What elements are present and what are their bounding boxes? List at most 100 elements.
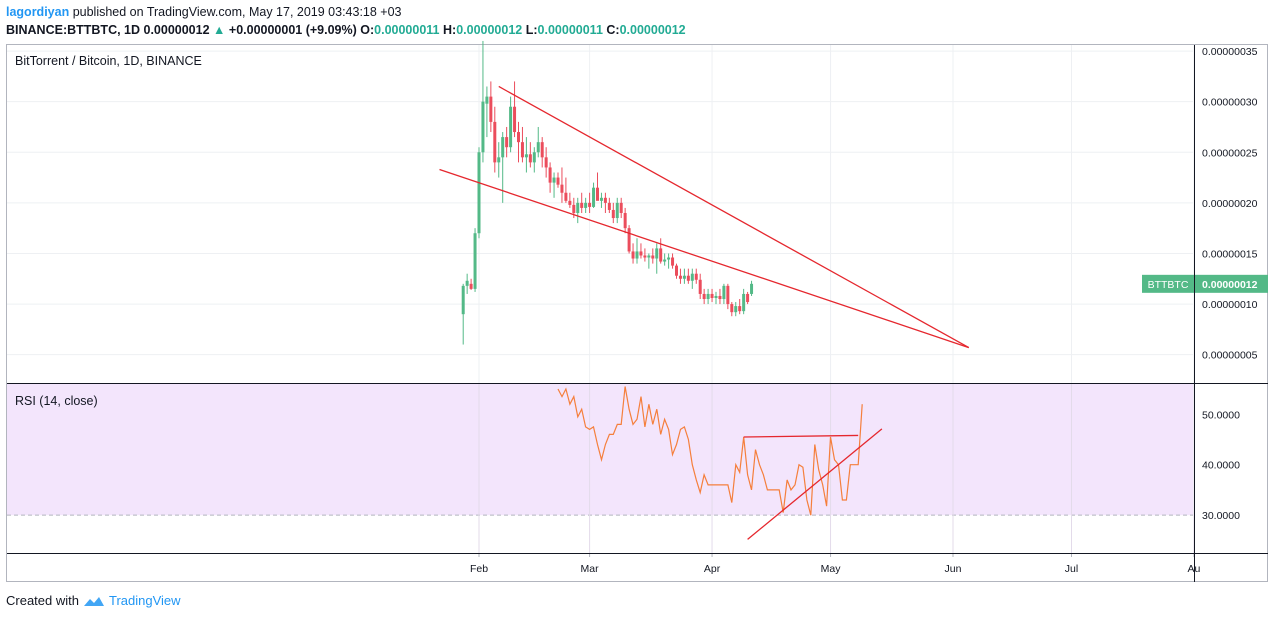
candle-body: [619, 202, 623, 213]
time-tick-label: Feb: [470, 563, 488, 575]
axis-layer: 0.00000035 0.00000030 0.00000025 0.00000020…: [7, 45, 1268, 582]
chart-frame[interactable]: [6, 44, 1268, 582]
grid-layer: [7, 45, 1195, 553]
candle-body: [746, 293, 750, 303]
candle-body: [520, 142, 524, 158]
candle-body: [667, 257, 671, 260]
rsi-layer: [557, 386, 883, 540]
close-label: C:: [606, 23, 620, 37]
candle-body: [611, 209, 615, 219]
current-price-tag-label: 0.00000012: [1202, 279, 1258, 291]
candle-body: [623, 212, 627, 229]
candle-body: [564, 192, 568, 201]
candle-body: [702, 293, 706, 300]
price-tick-label: 0.00000035: [1202, 46, 1258, 58]
candle-body: [750, 283, 754, 294]
tradingview-brand[interactable]: TradingView: [108, 593, 181, 608]
time-tick-label: May: [821, 563, 842, 575]
footer: Created with TradingView: [6, 593, 181, 608]
candle-body: [572, 204, 576, 213]
symbol-price-tag: [1142, 274, 1194, 293]
created-with-label: Created with: [6, 593, 79, 608]
candle-body: [603, 197, 607, 203]
candle-body: [517, 132, 520, 143]
candle-body: [524, 154, 528, 158]
candle-body: [643, 255, 647, 258]
candle-body: [497, 157, 501, 163]
symbol-price-tag-label: BTTBTC: [1148, 279, 1189, 291]
candle-body: [473, 233, 477, 289]
candle-body: [489, 96, 493, 122]
candle-body: [686, 275, 690, 281]
candle-body: [505, 137, 509, 148]
price-tick-label: 0.00000010: [1202, 299, 1258, 311]
candle-body: [722, 285, 726, 300]
candle-body: [536, 142, 540, 153]
candle-body: [671, 257, 675, 266]
high-value: 0.00000012: [456, 23, 523, 37]
tradingview-logo-icon: [83, 596, 104, 606]
candle-body: [469, 283, 473, 289]
candle-body: [485, 96, 489, 104]
open-value: 0.00000011: [374, 23, 440, 37]
candle-body: [528, 154, 532, 163]
candle-body: [655, 248, 659, 259]
candle-body: [734, 306, 738, 313]
time-tick-label: Jun: [945, 563, 962, 575]
trendline-upper: [498, 85, 970, 349]
candle-body: [726, 285, 730, 305]
high-label: H:: [443, 23, 457, 37]
candle-body: [596, 187, 599, 201]
candle-body: [631, 251, 635, 259]
candle-body: [694, 273, 698, 280]
rsi-resistance-line: [743, 434, 859, 438]
candle-body: [678, 275, 682, 279]
candle-body: [493, 121, 497, 163]
candle-body: [477, 152, 481, 234]
candle-body: [465, 280, 469, 286]
candle-body: [509, 106, 513, 148]
price-tick-label: 0.00000005: [1202, 350, 1258, 362]
publish-header: lagordiyan published on TradingView.com,…: [6, 5, 402, 19]
price-change: +0.00000001 (+9.09%): [228, 23, 357, 37]
candle-body: [682, 275, 686, 279]
candle-body: [710, 293, 714, 298]
candle-body: [718, 295, 722, 300]
rsi-tick-label: 50.0000: [1202, 409, 1240, 421]
candle-body: [513, 106, 517, 133]
candle-body: [738, 306, 742, 312]
time-tick-label: Jul: [1065, 563, 1078, 575]
candle-body: [714, 295, 718, 298]
candle-body: [568, 200, 572, 205]
candle-body: [501, 137, 505, 158]
candle-body: [730, 304, 734, 313]
time-tick-label: Apr: [704, 563, 721, 575]
rsi-tick-label: 40.0000: [1202, 460, 1240, 472]
candle-body: [556, 177, 560, 185]
candle-body: [532, 152, 536, 163]
main-chart-title: BitTorrent / Bitcoin, 1D, BINANCE: [15, 54, 202, 68]
candle-body: [548, 167, 552, 183]
publish-info: published on TradingView.com, May 17, 20…: [69, 5, 402, 19]
author-link[interactable]: lagordiyan: [6, 5, 70, 19]
price-tick-label: 0.00000015: [1202, 248, 1258, 260]
price-tick-label: 0.00000030: [1202, 97, 1258, 109]
price-tick-label: 0.00000020: [1202, 198, 1258, 210]
candle-body: [627, 228, 631, 252]
trendline-layer: [439, 85, 970, 349]
candle-body: [580, 202, 584, 208]
trendline-lower: [439, 168, 970, 349]
candle-body: [742, 293, 746, 312]
rsi-series-line: [557, 386, 863, 516]
rsi-tick-label: 30.0000: [1202, 510, 1240, 522]
candle-body: [651, 255, 655, 259]
candle-body: [663, 259, 667, 262]
current-price-tag: [1195, 274, 1268, 293]
price-tick-label: 0.00000025: [1202, 147, 1258, 159]
symbol-header: BINANCE:BTTBTC, 1D 0.00000012 ▲ +0.00000…: [6, 23, 686, 37]
time-tick-label: Mar: [581, 563, 600, 575]
low-label: L:: [525, 23, 538, 37]
candle-layer: [461, 40, 754, 345]
candle-body: [659, 248, 663, 262]
